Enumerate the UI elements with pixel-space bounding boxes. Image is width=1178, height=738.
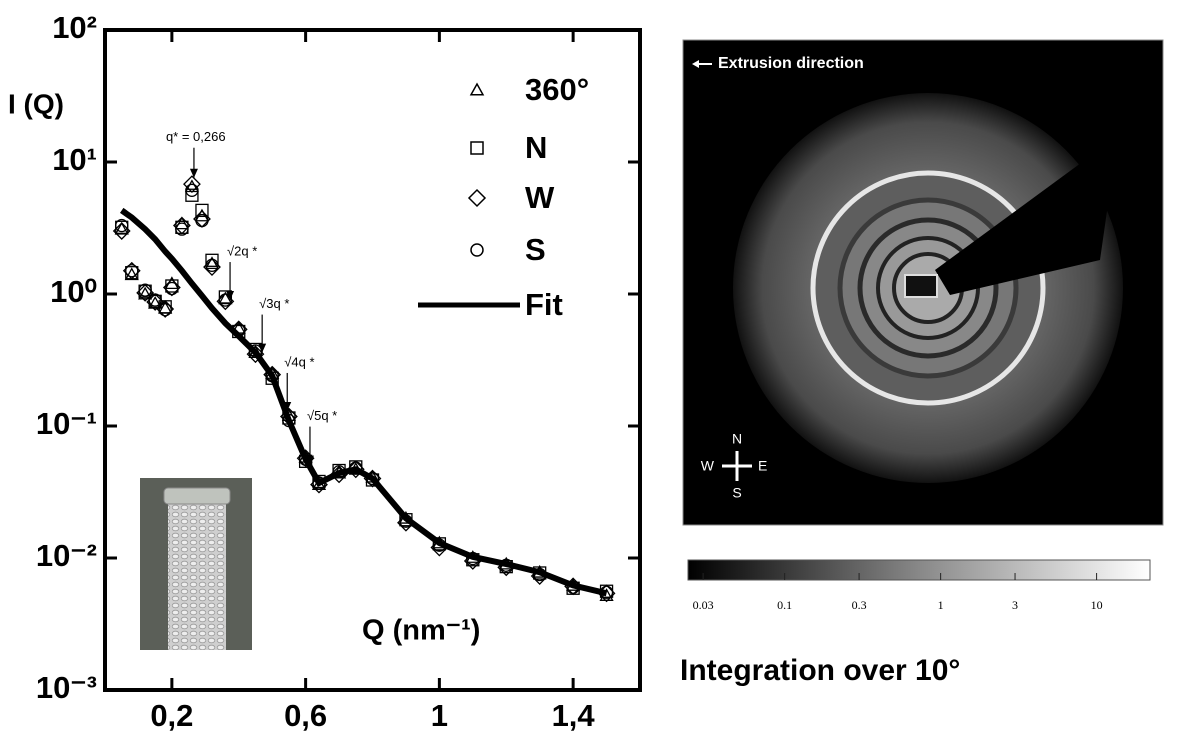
colorbar-tick-label: 0.03 <box>693 598 714 612</box>
marker <box>205 258 219 272</box>
marker <box>136 283 155 302</box>
legend-marker <box>469 82 485 96</box>
legend-marker <box>470 243 484 257</box>
marker <box>185 188 199 202</box>
y-tick-label: 10² <box>52 10 97 45</box>
marker <box>148 293 162 307</box>
colorbar-tick-label: 10 <box>1091 598 1103 612</box>
plot-frame <box>103 28 642 692</box>
y-tick-label: 10⁻² <box>36 538 97 573</box>
y-tick-label: 10⁻³ <box>36 670 97 705</box>
y-tick-label: 10⁻¹ <box>36 406 97 441</box>
legend-label: 360° <box>525 72 589 107</box>
x-tick-label: 1,4 <box>552 698 596 733</box>
colorbar-tick-label: 1 <box>938 598 944 612</box>
colorbar-tick-label: 0.1 <box>777 598 792 612</box>
compass-label: E <box>758 458 767 474</box>
scattering-image: Extrusion direction N W E S Integration … <box>680 39 1164 687</box>
legend-marker <box>470 141 484 155</box>
photo-cap <box>163 487 231 505</box>
legend-label: W <box>525 180 555 215</box>
marker <box>148 295 163 309</box>
marker <box>175 222 189 236</box>
annotation-label: √3q * <box>259 296 289 311</box>
marker <box>195 203 209 218</box>
compass-label: N <box>732 431 742 447</box>
beam-stop <box>935 160 1110 295</box>
marker <box>125 264 139 278</box>
fit-line <box>119 207 608 597</box>
marker <box>158 303 172 317</box>
marker <box>114 221 129 235</box>
marker <box>172 216 191 235</box>
marker <box>195 213 209 228</box>
colorbar-tick-label: 0.3 <box>852 598 867 612</box>
legend-label: N <box>525 130 547 165</box>
colorbar <box>687 559 1151 581</box>
marker <box>183 175 201 194</box>
plot: I (Q) Q (nm⁻¹) <box>8 28 642 692</box>
x-tick-label: 0,6 <box>284 698 327 733</box>
x-axis-label: Q (nm⁻¹) <box>362 615 480 647</box>
annotation-arrowhead <box>226 291 235 301</box>
direction-arrowhead <box>692 60 699 68</box>
legend-label: Fit <box>525 287 563 322</box>
beam-stop-center <box>904 274 938 298</box>
y-axis-label: I (Q) <box>8 88 64 119</box>
annotation-arrowhead <box>305 455 314 465</box>
compass-label: S <box>732 485 741 501</box>
annotation-label: √2q * <box>227 243 257 258</box>
compass-label: W <box>701 458 715 474</box>
annotation-label: q* = 0,266 <box>166 129 226 144</box>
marker <box>115 218 129 233</box>
marker <box>138 286 153 300</box>
annotation-label: √5q * <box>307 408 337 423</box>
marker <box>185 183 199 197</box>
legend-marker <box>467 188 487 208</box>
legend-label: S <box>525 232 546 267</box>
y-tick-label: 10⁰ <box>50 274 97 309</box>
inset-photo <box>140 478 252 650</box>
y-tick-label: 10¹ <box>52 142 97 177</box>
x-tick-label: 0,2 <box>150 698 193 733</box>
marker <box>218 293 233 307</box>
marker <box>165 281 179 296</box>
annotation-arrowhead <box>258 343 267 353</box>
annotation-arrowhead <box>283 401 292 411</box>
photo-stent <box>168 500 226 650</box>
marker <box>138 283 152 297</box>
annotation-arrowhead <box>189 168 198 178</box>
caption: Integration over 10° <box>680 654 960 687</box>
marker <box>205 253 219 267</box>
colorbar-tick-label: 3 <box>1012 598 1018 612</box>
x-tick-label: 1 <box>431 698 448 733</box>
image-annotation: Extrusion direction <box>718 55 864 72</box>
annotation-label: √4q * <box>284 354 314 369</box>
marker <box>204 256 220 270</box>
